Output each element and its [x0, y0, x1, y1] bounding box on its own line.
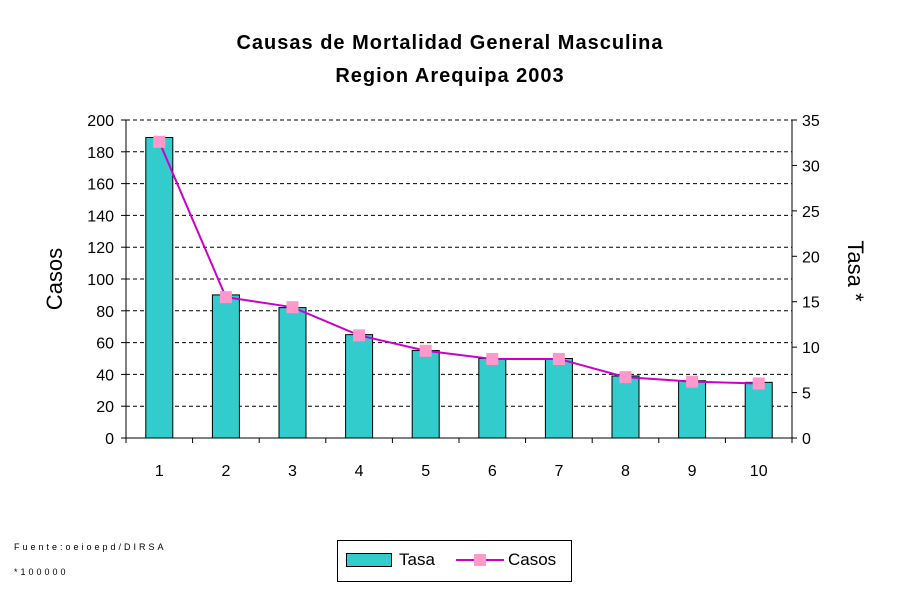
- casos-point: [552, 352, 565, 365]
- casos-point: [486, 352, 499, 365]
- x-tick-label: 2: [221, 463, 230, 480]
- bar: [678, 380, 707, 439]
- rate-footnote: *100000: [14, 567, 69, 577]
- legend-label-tasa: Tasa: [399, 550, 435, 569]
- casos-point: [219, 291, 232, 304]
- casos-point: [619, 371, 632, 384]
- bar: [211, 294, 240, 439]
- bar: [411, 350, 440, 439]
- left-tick-label: 40: [96, 367, 114, 384]
- casos-point: [353, 329, 366, 342]
- left-tick-label: 180: [87, 145, 114, 162]
- casos-point: [686, 375, 699, 388]
- y2-axis-title: Tasa *: [843, 240, 868, 302]
- bar: [478, 358, 507, 439]
- left-tick-label: 200: [87, 113, 114, 130]
- right-tick-label: 20: [802, 249, 820, 266]
- right-tick-label: 10: [802, 340, 820, 357]
- source-footnote: Fuente:oeioepd/DIRSA: [14, 542, 167, 552]
- right-tick-label: 30: [802, 158, 820, 175]
- legend-line-swatch: [456, 553, 504, 567]
- x-tick-label: 3: [288, 463, 297, 480]
- legend-label-casos: Casos: [508, 550, 557, 569]
- legend-item-tasa: Tasa: [346, 550, 435, 570]
- left-tick-label: 0: [105, 431, 114, 448]
- legend-item-casos: Casos: [456, 550, 556, 570]
- x-tick-label: 7: [554, 463, 563, 480]
- chart-title: Causas de Mortalidad General Masculina: [236, 32, 664, 54]
- x-tick-label: 6: [488, 463, 497, 480]
- left-tick-label: 120: [87, 240, 114, 257]
- bar: [278, 307, 307, 439]
- bar: [345, 334, 374, 439]
- bar: [544, 358, 573, 439]
- x-tick-label: 9: [688, 463, 697, 480]
- chart-legend: Tasa Casos: [337, 540, 572, 582]
- right-tick-label: 5: [802, 386, 811, 403]
- x-tick-label: 4: [355, 463, 364, 480]
- right-tick-label: 15: [802, 295, 820, 312]
- x-tick-label: 5: [421, 463, 430, 480]
- left-tick-label: 60: [96, 336, 114, 353]
- right-tick-label: 35: [802, 113, 820, 130]
- chart-subtitle: Region Arequipa 2003: [335, 65, 565, 87]
- x-tick-label: 1: [155, 463, 164, 480]
- left-tick-label: 160: [87, 177, 114, 194]
- right-tick-label: 0: [802, 431, 811, 448]
- bar: [611, 375, 640, 439]
- casos-point: [752, 377, 765, 390]
- right-tick-label: 25: [802, 204, 820, 221]
- bar: [744, 381, 773, 439]
- casos-point: [286, 301, 299, 314]
- casos-point: [153, 135, 166, 148]
- left-tick-label: 140: [87, 208, 114, 225]
- casos-point: [419, 344, 432, 357]
- y-axis-title: Casos: [42, 248, 67, 310]
- x-tick-label: 8: [621, 463, 630, 480]
- casos-line: [158, 141, 759, 385]
- bar: [145, 136, 174, 439]
- legend-bar-swatch: [346, 553, 392, 567]
- x-tick-label: 10: [750, 463, 768, 480]
- left-tick-label: 80: [96, 304, 114, 321]
- left-tick-label: 100: [87, 272, 114, 289]
- left-tick-label: 20: [96, 399, 114, 416]
